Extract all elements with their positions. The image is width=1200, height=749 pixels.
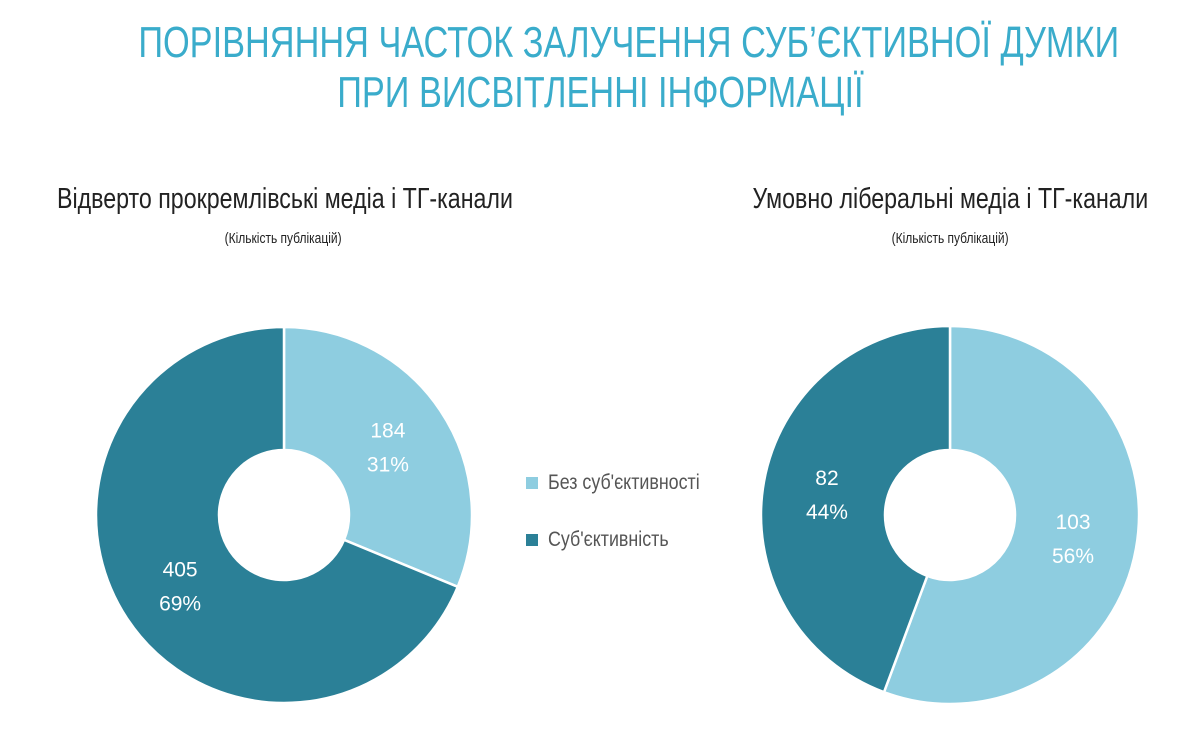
chart-2-title: Умовно ліберальні медіа і ТГ-канали: [752, 183, 1148, 215]
chart-1-value-label-1: 405: [163, 558, 198, 581]
page-title: ПОРІВНЯННЯ ЧАСТОК ЗАЛУЧЕННЯ СУБ’ЄКТИВНОЇ…: [0, 18, 1200, 118]
chart-2-subtitle: (Кількість публікацій): [891, 230, 1009, 247]
chart-2-percent-label-0: 56%: [1052, 545, 1094, 568]
legend-swatch: [526, 477, 538, 490]
title-line-1: ПОРІВНЯННЯ ЧАСТОК ЗАЛУЧЕННЯ СУБ’ЄКТИВНОЇ…: [138, 18, 1120, 67]
chart-2-slice-no-subjectivity: [882, 324, 1141, 706]
chart-2-value-label-0: 103: [1055, 511, 1090, 534]
chart-1-title: Відверто прокремлівські медіа і ТГ-канал…: [56, 183, 513, 215]
chart-2-percent-label-1: 44%: [806, 501, 848, 524]
chart-1-slice-subjectivity: [94, 325, 460, 705]
chart-1-value-label-0: 184: [370, 420, 405, 443]
title-line-2: ПРИ ВИСВІТЛЕННІ ІНФОРМАЦІЇ: [336, 68, 864, 117]
chart-2-value-label-1: 82: [815, 467, 838, 490]
chart-1-subtitle: (Кількість публікацій): [224, 230, 342, 247]
chart-1-percent-label-1: 69%: [159, 592, 201, 615]
legend-item-no-subjectivity: Без суб'єктивності: [526, 471, 726, 495]
chart-1-slice-no-subjectivity: [282, 325, 474, 589]
legend-swatch: [526, 534, 538, 547]
legend-item-subjectivity: Суб'єктивність: [526, 528, 690, 552]
chart-1-percent-label-0: 31%: [367, 454, 409, 477]
chart-2-slice-subjectivity: [759, 324, 952, 694]
